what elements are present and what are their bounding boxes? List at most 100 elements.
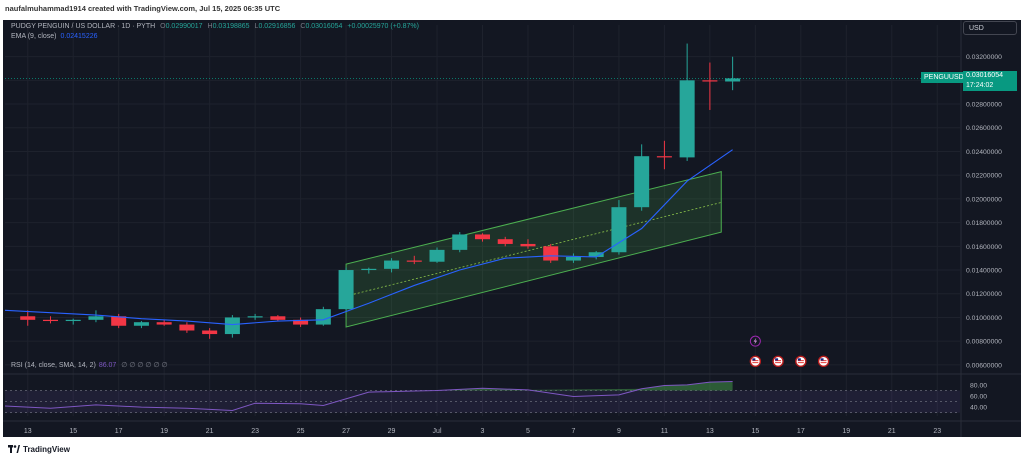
candle <box>88 310 104 323</box>
candle-body <box>429 249 445 262</box>
chart-panel[interactable] <box>3 20 1021 437</box>
time-tick-label: 17 <box>115 428 123 435</box>
price-tick-label: 0.01400000 <box>966 268 1002 275</box>
low-label: L <box>254 23 259 30</box>
candle <box>179 322 195 333</box>
flag-us-icon-stripe <box>752 362 759 364</box>
candle-body <box>656 156 672 158</box>
candle-body <box>497 239 513 244</box>
time-tick-label: Jul <box>433 428 442 435</box>
time-tick-label: 19 <box>842 428 850 435</box>
time-tick-label: 11 <box>661 428 668 435</box>
candle <box>406 255 422 265</box>
candle-body <box>634 156 650 208</box>
candle-body <box>725 78 741 82</box>
time-tick-label: 21 <box>888 428 896 435</box>
time-tick-label: 23 <box>251 428 259 435</box>
candle <box>224 315 240 338</box>
time-tick-label: 17 <box>797 428 805 435</box>
open-value: 0.02990017 <box>165 23 203 30</box>
time-tick-label: 21 <box>206 428 214 435</box>
parallel-channel <box>345 170 722 328</box>
candle <box>361 267 377 274</box>
candle <box>384 258 400 273</box>
candle <box>202 328 218 339</box>
candle <box>270 315 286 322</box>
legend-ohlc[interactable]: PUDGY PENGUIN / US DOLLAR · 1D · PYTH O0… <box>11 23 419 30</box>
candle <box>429 247 445 263</box>
candle-body <box>338 270 354 310</box>
candle <box>565 253 581 263</box>
last-price-value: 0.03016054 <box>966 72 1003 79</box>
rsi-pane: 80.00 60.00 40.00 <box>4 381 987 413</box>
rsi-value: 86.07 <box>98 362 117 369</box>
candle <box>634 144 650 211</box>
rsi-legend[interactable]: RSI (14, close, SMA, 14, 2) 86.07 ∅ ∅ ∅ ∅… <box>11 361 168 369</box>
grid-layer <box>3 20 1021 437</box>
candle <box>133 321 149 329</box>
flag-us-icon <box>817 355 830 368</box>
last-price-tag: 0.03016054 17:24:02 <box>963 71 1017 91</box>
time-tick-label: 3 <box>481 428 485 435</box>
event-markers-layer <box>749 335 830 368</box>
candle <box>656 140 672 170</box>
currency-button[interactable]: USD <box>963 21 1017 35</box>
tradingview-logo-icon <box>8 445 20 453</box>
price-tick-label: 0.01000000 <box>966 315 1002 322</box>
rsi-tick-label: 80.00 <box>970 382 987 389</box>
candle <box>520 239 536 249</box>
ema-layer <box>4 149 733 326</box>
candle-body <box>452 234 468 250</box>
time-tick-label: 13 <box>24 428 32 435</box>
flag-us-icon <box>772 355 784 368</box>
rsi-tick-label: 60.00 <box>970 394 987 401</box>
ema-line <box>4 149 733 326</box>
candle-body <box>247 316 263 318</box>
candle <box>20 310 36 326</box>
rsi-tick-label: 40.00 <box>970 405 987 412</box>
candle-body <box>224 317 240 335</box>
flag-us-icon-canton <box>820 358 824 361</box>
bar-countdown: 17:24:02 <box>966 82 994 89</box>
candle <box>315 306 331 326</box>
channel-midline <box>345 202 722 297</box>
price-tick-label: 0.02000000 <box>966 196 1002 203</box>
candle-body <box>293 319 309 325</box>
lightning-icon-bolt <box>753 337 758 345</box>
legend-ema[interactable]: EMA (9, close) 0.02415226 <box>11 33 98 40</box>
candle <box>42 316 58 324</box>
candle <box>702 62 718 110</box>
symbol-title: PUDGY PENGUIN / US DOLLAR · 1D · PYTH <box>11 23 156 30</box>
tradingview-brand[interactable]: TradingView <box>8 445 70 454</box>
high-label: H <box>207 23 213 30</box>
candle-body <box>270 316 286 320</box>
candle-body <box>474 234 491 240</box>
price-tick-label: 0.02600000 <box>966 125 1002 132</box>
time-tick-label: 9 <box>617 428 621 435</box>
time-axis: 13 15 17 19 21 23 25 27 29 Jul 3 5 7 9 11 13 15 17 19 21 23 <box>24 428 941 435</box>
flag-us-icon-stripe <box>752 360 759 362</box>
flag-us-icon-ring <box>772 355 784 368</box>
candle <box>474 233 491 242</box>
candle-body <box>65 319 81 322</box>
time-tick-label: 29 <box>388 428 396 435</box>
brand-name: TradingView <box>23 445 70 454</box>
price-tick-label: 0.03200000 <box>966 54 1002 61</box>
low-value: 0.02916856 <box>258 23 296 30</box>
rsi-overbought-fill <box>437 381 733 391</box>
candle-body <box>702 80 718 82</box>
flag-us-icon-canton <box>797 358 801 361</box>
candle <box>111 313 127 329</box>
flag-us-icon-stripe <box>820 360 827 362</box>
candle <box>588 251 604 260</box>
price-tick-label: 0.00800000 <box>966 339 1002 346</box>
candle-body <box>361 268 377 271</box>
flag-us-icon-stripe <box>775 362 782 364</box>
flag-us-icon-ring <box>749 355 762 368</box>
candle <box>679 43 695 161</box>
price-tick-label: 0.02200000 <box>966 173 1002 180</box>
candle-body <box>42 319 58 322</box>
time-tick-label: 15 <box>69 428 77 435</box>
candle-body <box>156 322 172 325</box>
